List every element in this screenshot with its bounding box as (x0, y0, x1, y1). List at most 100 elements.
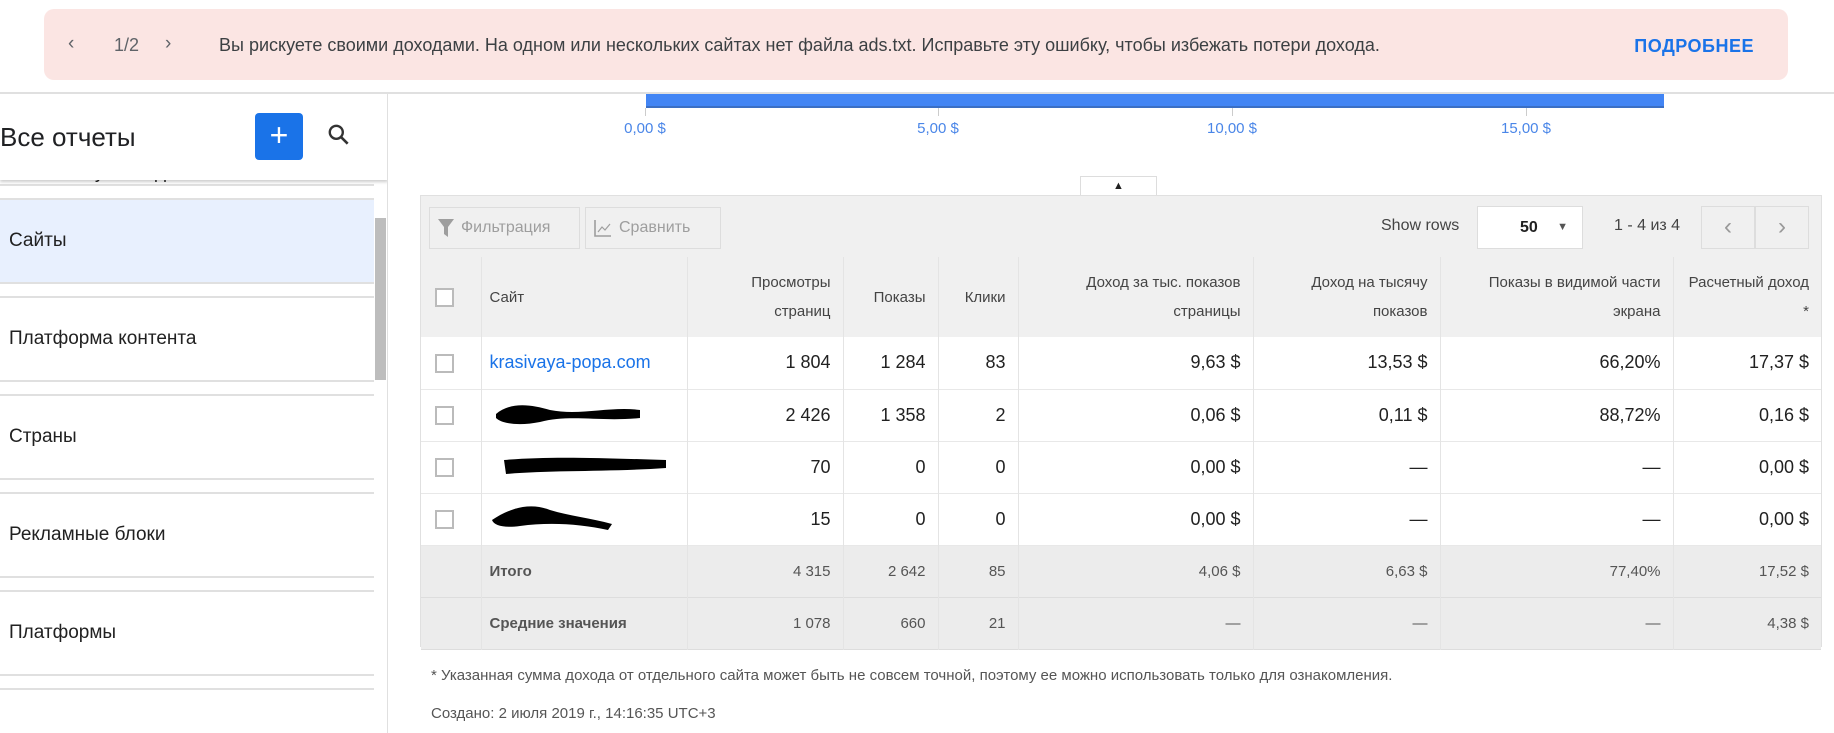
ads-txt-warning-banner: ‹ 1/2 › Вы рискуете своими доходами. На … (44, 9, 1788, 80)
table-header-row: Сайт Просмотры страниц Показы Клики Дохо… (421, 257, 1821, 337)
cell-impression-rpm: 13,53 $ (1253, 337, 1441, 389)
line-chart-icon (594, 220, 611, 237)
cell-impressions: 1 284 (843, 337, 939, 389)
averages-impression-rpm: — (1253, 597, 1441, 649)
site-link[interactable]: krasivaya-popa.com (489, 352, 651, 373)
cell-impressions: 1 358 (843, 389, 939, 441)
caret-up-icon: ▲ (1113, 180, 1124, 192)
pagination-range: 1 - 4 из 4 (1614, 217, 1681, 234)
cell-pageviews: 2 426 (687, 389, 844, 441)
sidebar-scrollbar[interactable] (375, 218, 386, 380)
cell-clicks: 0 (938, 493, 1019, 545)
axis-tick (1526, 108, 1527, 116)
cell-impressions: 0 (843, 493, 939, 545)
filter-button[interactable]: Фильтрация (429, 207, 580, 249)
reports-sidebar: Все отчеты + Весь аккаунт по дням Сайты … (0, 94, 388, 733)
divider (0, 296, 374, 298)
redaction-scribble (503, 457, 666, 474)
cell-viewability: — (1440, 441, 1674, 493)
select-all-checkbox[interactable] (421, 257, 482, 337)
learn-more-link[interactable]: ПОДРОБНЕЕ (1634, 36, 1754, 56)
row-checkbox[interactable] (421, 441, 482, 493)
cell-viewability: 66,20% (1440, 337, 1674, 389)
chevron-left-icon[interactable]: ‹ (68, 33, 75, 54)
add-report-button[interactable]: + (255, 113, 303, 160)
rows-per-page-select[interactable]: 50 ▼ (1477, 206, 1583, 249)
redacted-site-name (481, 441, 688, 493)
banner-counter: 1/2 (114, 35, 140, 55)
column-header-viewability[interactable]: Показы в видимой части экрана (1440, 257, 1674, 337)
column-header-impression-rpm[interactable]: Доход на тысячу показов (1253, 257, 1441, 337)
axis-label: 5,00 $ (917, 120, 959, 137)
revenue-bar (646, 94, 1664, 108)
averages-impressions: 660 (843, 597, 939, 649)
divider (0, 394, 374, 396)
table-row: krasivaya-popa.com 1 804 1 284 83 9,63 $13,5… (421, 337, 1821, 389)
axis-tick (1232, 108, 1233, 116)
divider (0, 92, 1834, 94)
chevron-left-icon: ‹ (1724, 213, 1732, 240)
filter-label: Фильтрация (461, 219, 551, 236)
axis-label: 15,00 $ (1500, 120, 1552, 137)
axis-tick (645, 108, 646, 116)
cell-impression-rpm: — (1253, 441, 1441, 493)
compare-button[interactable]: Сравнить (585, 207, 721, 249)
dropdown-arrow-icon: ▼ (1557, 221, 1568, 233)
totals-impression-rpm: 6,63 $ (1253, 545, 1441, 597)
totals-impressions: 2 642 (843, 545, 939, 597)
sidebar-item-label: Страны (9, 426, 77, 447)
cell-impression-rpm: — (1253, 493, 1441, 545)
sidebar-item-label: Сайты (9, 230, 67, 251)
redacted-site-name (481, 389, 688, 441)
sidebar-header: Все отчеты + (0, 94, 387, 180)
cell-viewability: 88,72% (1440, 389, 1674, 441)
search-icon[interactable] (326, 122, 352, 148)
column-header-pageviews[interactable]: Просмотры страниц (687, 257, 844, 337)
column-header-page-rpm[interactable]: Доход за тыс. показов страницы (1018, 257, 1254, 337)
footnote: * Указанная сумма дохода от отдельного с… (431, 667, 1393, 684)
show-rows-label: Show rows (1381, 217, 1460, 234)
sidebar-item-label: Платформы (9, 622, 117, 643)
collapse-chart-toggle[interactable]: ▲ (1080, 176, 1157, 197)
cell-pageviews: 15 (687, 493, 844, 545)
divider (0, 198, 374, 200)
row-checkbox[interactable] (421, 337, 482, 389)
cell-estimated-earnings: 17,37 $ (1748, 352, 1809, 373)
row-checkbox[interactable] (421, 389, 482, 441)
redaction-scribble (495, 404, 640, 424)
banner-message: Вы рискуете своими доходами. На одном ил… (219, 35, 1380, 55)
sidebar-item-content-platform[interactable]: Платформа контента (0, 298, 374, 382)
sites-report-table: Сайт Просмотры страниц Показы Клики Дохо… (421, 257, 1821, 650)
prev-page-button[interactable]: ‹ (1701, 206, 1755, 249)
column-header-clicks[interactable]: Клики (938, 257, 1019, 337)
next-page-button[interactable]: › (1755, 206, 1809, 249)
column-header-impressions[interactable]: Показы (843, 257, 939, 337)
sidebar-item-platforms[interactable]: Платформы (0, 592, 374, 676)
sidebar-item-label: Платформа контента (9, 328, 197, 349)
axis-label: 0,00 $ (624, 120, 666, 137)
sidebar-item-ad-units[interactable]: Рекламные блоки (0, 494, 374, 578)
compare-label: Сравнить (619, 219, 691, 236)
row-checkbox[interactable] (421, 493, 482, 545)
rows-value: 50 (1520, 219, 1538, 236)
averages-page-rpm: — (1018, 597, 1254, 649)
totals-clicks: 85 (938, 545, 1019, 597)
sidebar-item-sites[interactable]: Сайты (0, 200, 374, 284)
redacted-site-name (481, 493, 688, 545)
chevron-right-icon[interactable]: › (165, 33, 172, 54)
cell-clicks: 2 (938, 389, 1019, 441)
sidebar-item-countries[interactable]: Страны (0, 396, 374, 480)
cell-page-rpm: 0,00 $ (1018, 493, 1254, 545)
totals-estimated-earnings: 17,52 $ (1758, 562, 1809, 580)
totals-pageviews: 4 315 (687, 545, 844, 597)
created-timestamp: Создано: 2 июля 2019 г., 14:16:35 UTC+3 (431, 705, 716, 722)
divider (0, 590, 374, 592)
column-header-site[interactable]: Сайт (481, 257, 688, 337)
averages-row: Средние значения 1 078 660 21— — —4,38 $ (421, 597, 1821, 649)
cell-page-rpm: 9,63 $ (1018, 337, 1254, 389)
averages-label: Средние значения (481, 597, 688, 649)
averages-pageviews: 1 078 (687, 597, 844, 649)
cell-estimated-earnings: 0,00 $ (1758, 456, 1809, 477)
averages-viewability: — (1440, 597, 1674, 649)
column-header-estimated-earnings[interactable]: Расчетный доход * (1673, 257, 1821, 337)
